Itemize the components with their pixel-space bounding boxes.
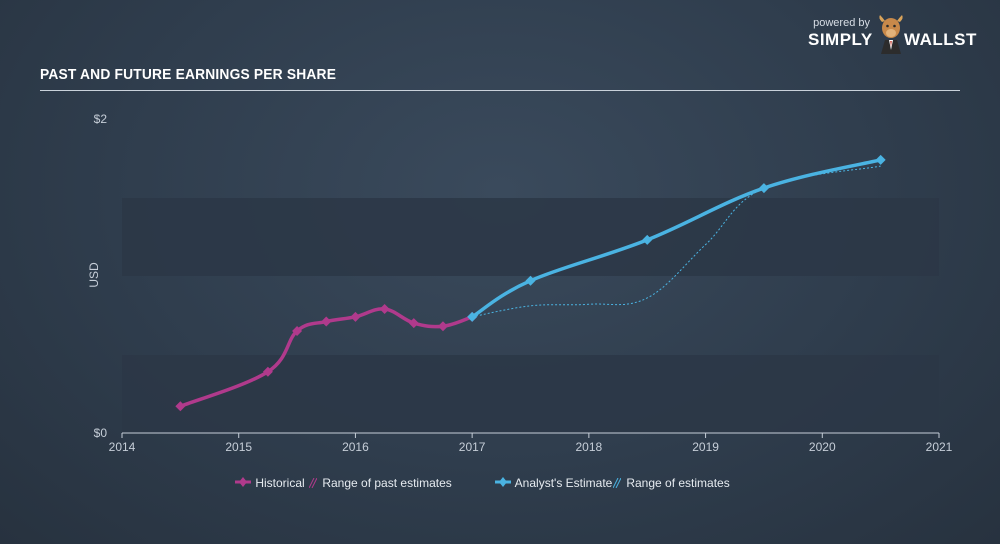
historical-marker-icon <box>235 477 251 487</box>
series-historical-point <box>292 325 303 336</box>
x-tick-label: 2017 <box>459 440 486 454</box>
x-tick-label: 2014 <box>109 440 136 454</box>
series-analyst-s-estimate-point <box>642 234 653 245</box>
brand-name-right: WALLST <box>904 30 977 49</box>
series-historical-point <box>437 321 448 332</box>
legend-estimate-label: Analyst's Estimate <box>514 476 613 490</box>
brand-logo[interactable]: powered by SIMPLY WALLST <box>808 14 986 58</box>
legend-historical-label: Historical <box>255 476 305 490</box>
y-tick-label: $0 <box>94 426 108 440</box>
estimate-range-hatch-icon <box>613 478 621 488</box>
chart-axes <box>121 432 940 438</box>
legend-historical[interactable]: Historical <box>234 476 305 490</box>
series-analyst-s-estimate-point <box>525 275 536 286</box>
y-axis-label: USD <box>87 262 101 288</box>
band-upper <box>122 198 939 276</box>
legend-estimate[interactable]: Analyst's Estimate <box>494 476 612 490</box>
past-range-hatch-icon <box>309 478 317 488</box>
band-lower <box>122 355 939 433</box>
series-analyst-s-estimate-point <box>758 183 769 194</box>
chart-legend: Historical Range of past estimates Analy… <box>0 476 1000 494</box>
y-tick-label: $2 <box>94 112 108 126</box>
series-analyst-s-estimate-point <box>875 154 886 165</box>
chart-series <box>175 154 886 412</box>
series-historical-point <box>175 401 186 412</box>
title-divider <box>40 90 960 91</box>
legend-past-range[interactable]: Range of past estimates <box>309 476 452 490</box>
chart-bands <box>122 198 939 433</box>
powered-by-label: powered by <box>813 17 870 29</box>
estimate-marker-icon <box>495 477 511 487</box>
series-historical-point <box>350 311 361 322</box>
legend-estimate-range[interactable]: Range of estimates <box>613 476 730 490</box>
x-tick-label: 2018 <box>576 440 603 454</box>
x-tick-label: 2021 <box>926 440 953 454</box>
x-tick-label: 2020 <box>809 440 836 454</box>
series-historical-point <box>408 318 419 329</box>
x-tick-label: 2016 <box>342 440 369 454</box>
series-analyst-s-estimate-point <box>467 311 478 322</box>
x-tick-label: 2019 <box>692 440 719 454</box>
chart-tick-labels: 2014 2015 2016 2017 2018 2019 2020 2021 $2 $0 <box>94 112 953 454</box>
legend-past-range-label: Range of past estimates <box>322 476 452 490</box>
x-tick-label: 2015 <box>225 440 252 454</box>
series-historical-point <box>321 316 332 327</box>
series-historical-point <box>262 366 273 377</box>
chart-title: PAST AND FUTURE EARNINGS PER SHARE <box>40 66 337 83</box>
legend-estimate-range-label: Range of estimates <box>626 476 730 490</box>
series-historical-point <box>379 303 390 314</box>
brand-name-left: SIMPLY <box>808 30 873 49</box>
bull-mascot-icon <box>879 15 903 54</box>
